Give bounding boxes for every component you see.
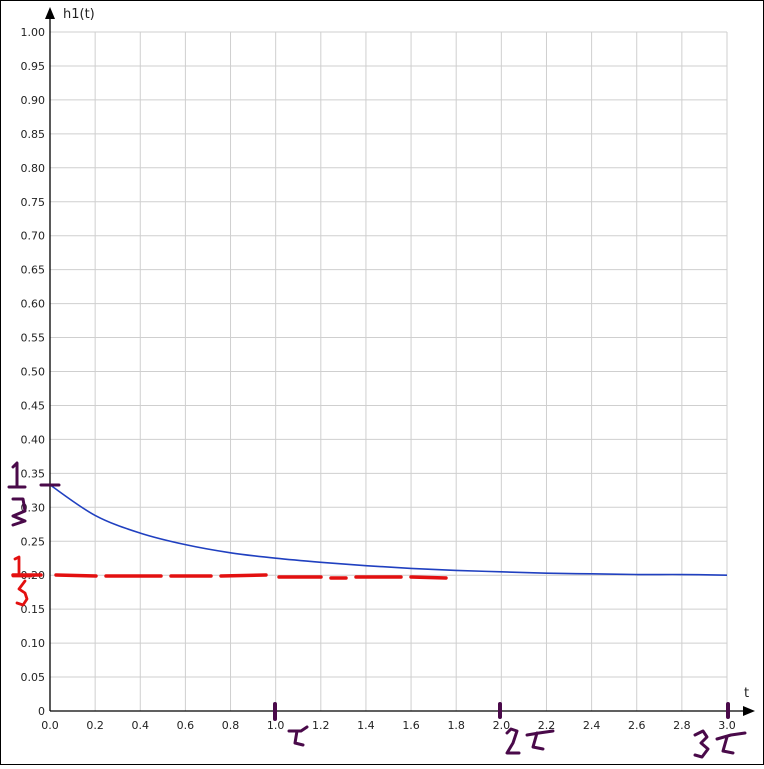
x-tick-label: 0.2 [86,719,104,732]
red-fraction-one-fifth-icon [11,555,33,607]
x-tick-label: 1.8 [447,719,465,732]
two-tau-symbol-icon [505,727,555,755]
three-tau-symbol-icon [693,729,747,759]
y-tick-label: 0.15 [21,603,46,616]
y-tick-label: 0.50 [21,366,46,379]
x-axis-arrow [743,706,755,716]
x-tick-label: 1.4 [357,719,375,732]
x-tick-label: 2.6 [628,719,646,732]
red-dashed-line-one-fifth [11,573,448,580]
x-tick-label: 2.4 [583,719,601,732]
y-tick-label: 0.55 [21,332,46,345]
x-tick-label: 3.0 [718,719,736,732]
y-tick-label: 0.35 [21,467,46,480]
y-tick-label: 0.40 [21,433,46,446]
handwritten-annotations [7,461,747,759]
y-tick-label: 0.75 [21,196,46,209]
data-series [49,484,728,576]
y-tick-label: 1.00 [21,26,46,39]
x-tick-label: 0.6 [177,719,195,732]
grid-lines [50,31,728,711]
y-tick-label: 0.10 [21,637,46,650]
y-tick-label: 0.95 [21,60,46,73]
x-tick-labels: 0.0 0.2 0.4 0.6 0.8 1.0 1.2 1.4 1.6 1.8 2.0 2.2 2.4 2… [41,719,736,732]
y-tick-label: 0.60 [21,298,46,311]
x-tick-label: 0.8 [222,719,240,732]
h1-series-line [49,484,728,576]
y-tick-label: 0.80 [21,162,46,175]
y-tick-label: 0.70 [21,230,46,243]
x-tick-label: 2.0 [493,719,511,732]
x-axis-label: t [744,686,749,701]
x-tick-label: 0.4 [132,719,150,732]
y-tick-label: 0 [38,705,45,718]
y-tick-label: 0.25 [21,535,46,548]
y-tick-label: 0.90 [21,94,46,107]
axes: h1(t) t [45,7,755,716]
x-tick-label: 2.2 [538,719,556,732]
tau-symbol-icon [287,725,309,747]
y-tick-label: 0.85 [21,128,46,141]
x-tick-label: 1.6 [402,719,420,732]
y-tick-labels: 00.050.100.150.200.250.300.350.400.450.5… [21,26,46,718]
y-tick-label: 0.05 [21,671,46,684]
x-tick-label: 0.0 [41,719,59,732]
x-tick-label: 2.8 [673,719,691,732]
y-tick-label: 0.65 [21,264,46,277]
y-tick-label: 0.45 [21,399,46,412]
purple-fraction-one-third-icon [7,461,27,527]
y-tick-label: 0.30 [21,501,46,514]
y-axis-label: h1(t) [63,7,95,22]
y-axis-arrow [45,7,55,19]
x-tick-label: 1.2 [312,719,330,732]
x-tick-label: 1.0 [267,719,285,732]
